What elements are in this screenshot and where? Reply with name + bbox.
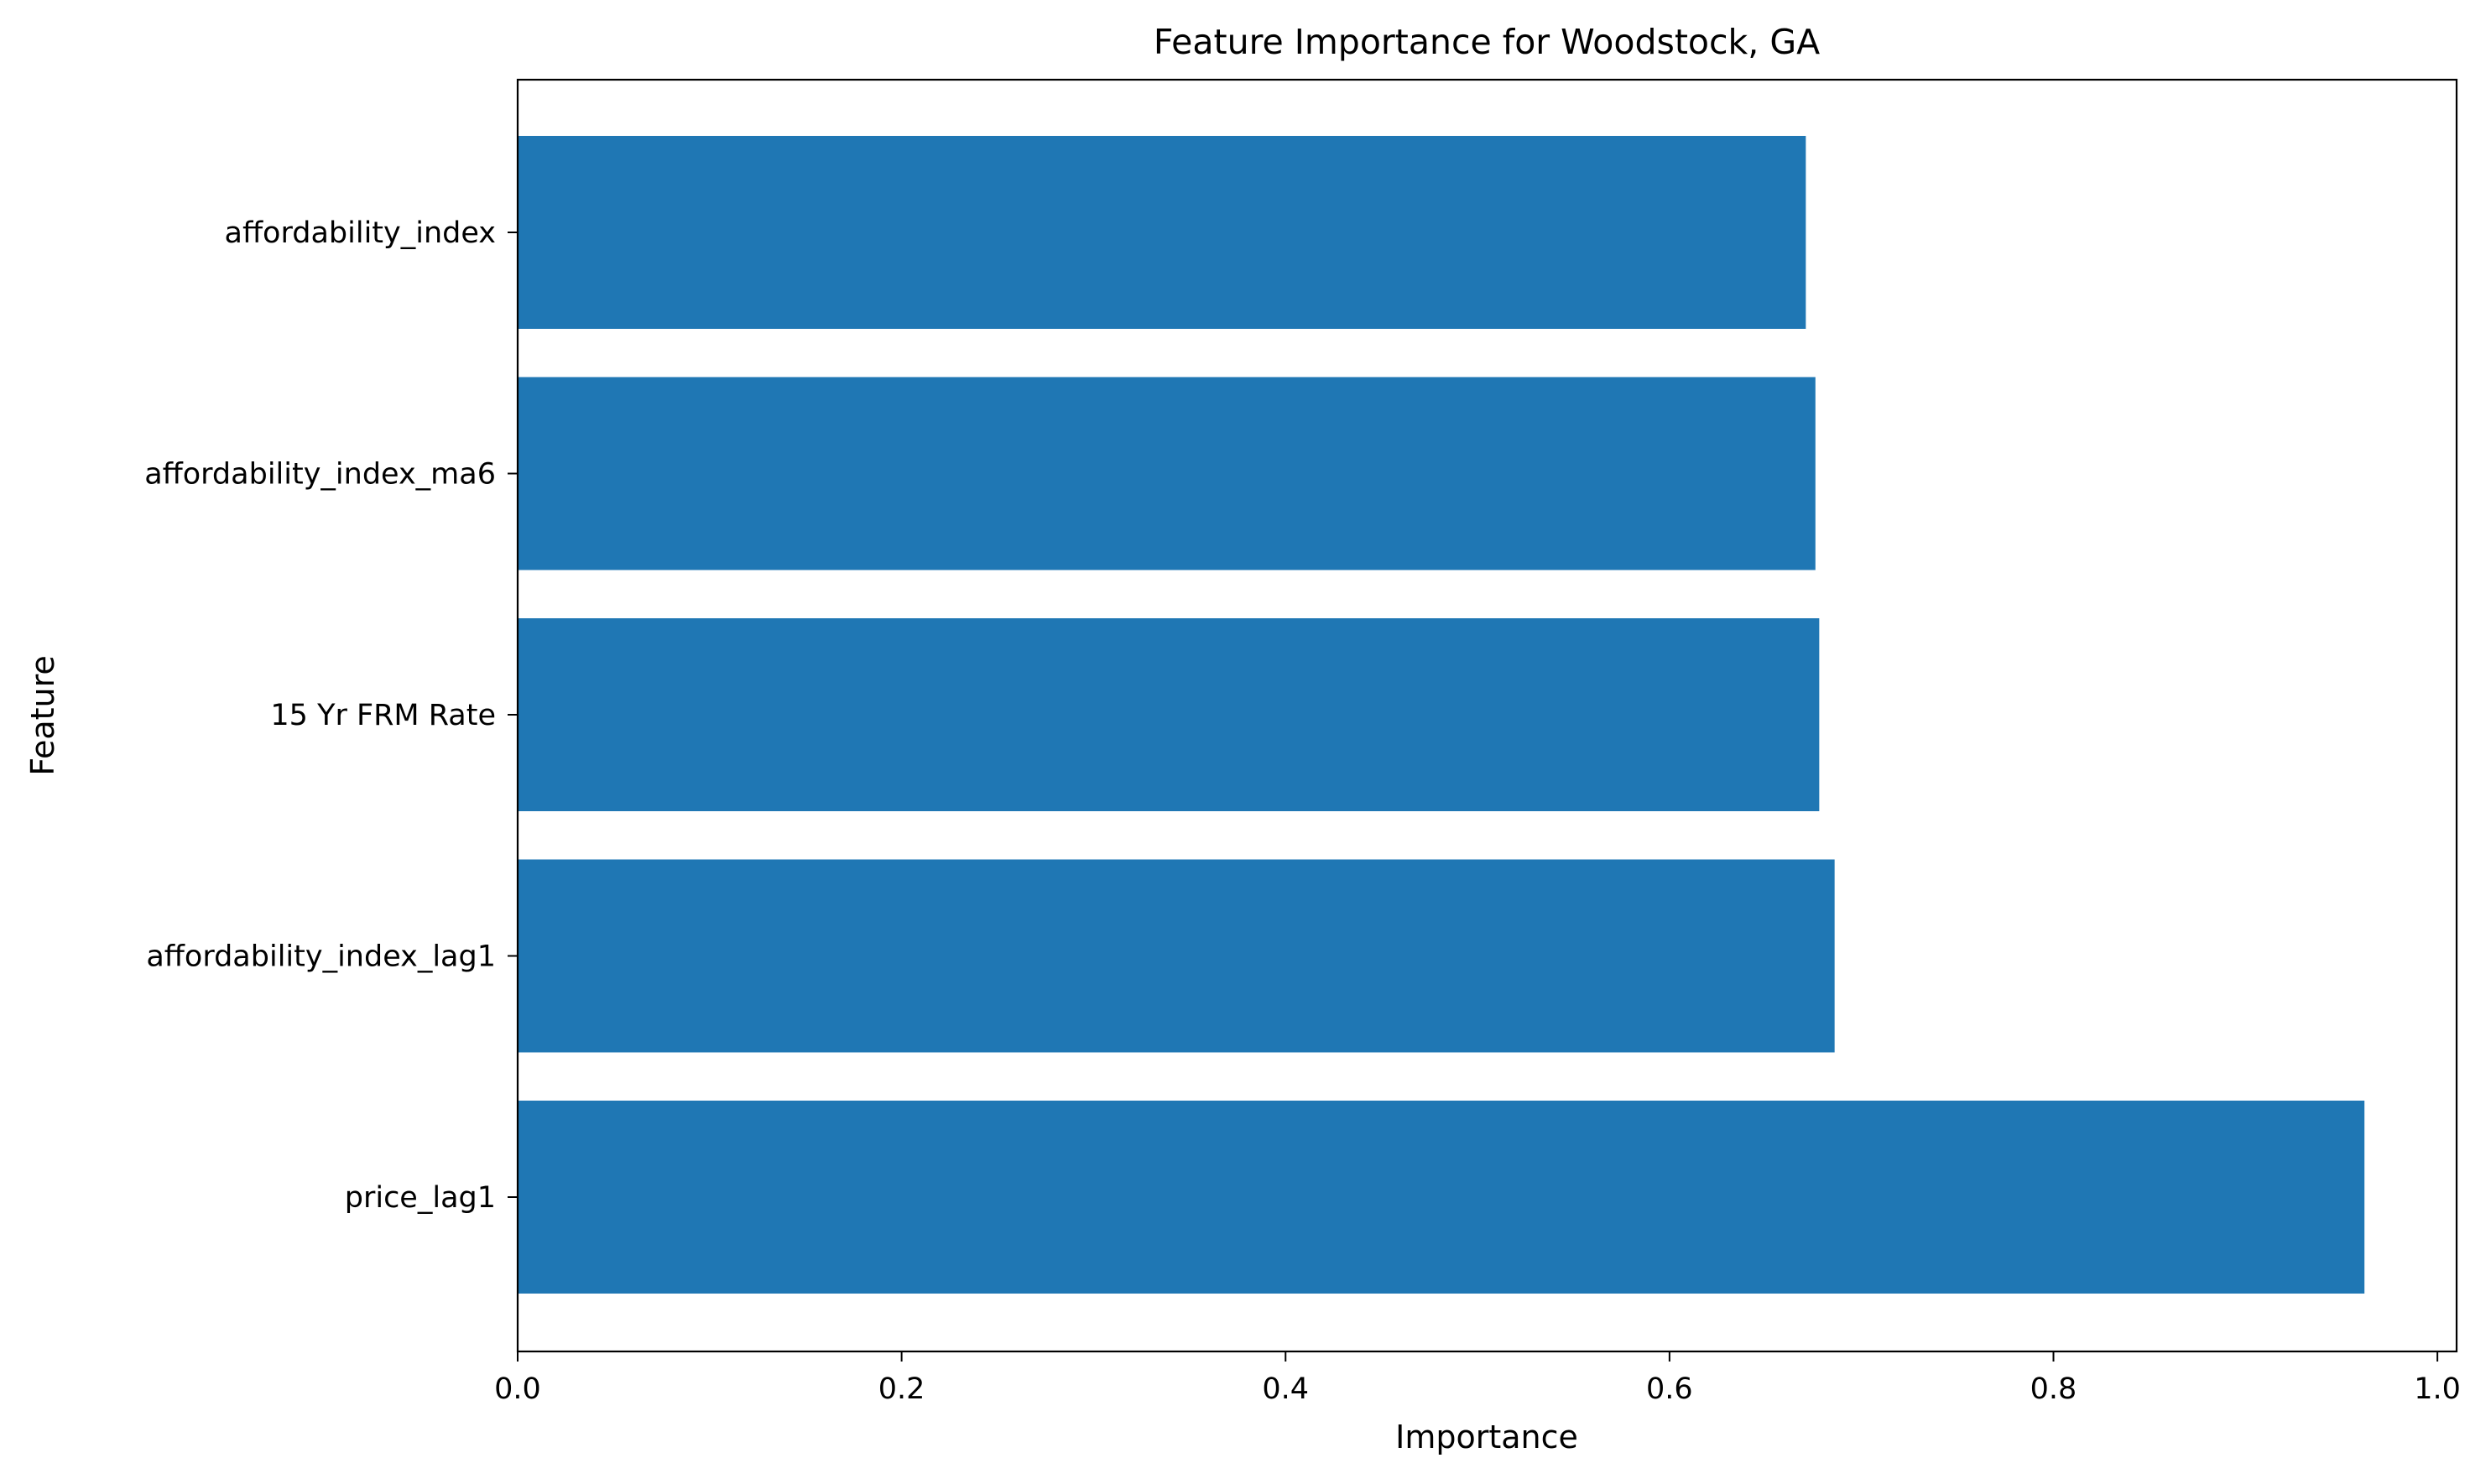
bar-3: [518, 859, 1835, 1053]
bars-group: [518, 136, 2365, 1294]
y-tick-label-3: affordability_index_lag1: [146, 940, 496, 974]
x-axis-ticks: 0.0 0.2 0.4 0.6 0.8 1.0: [494, 1351, 2461, 1406]
x-tick-label-1: 0.2: [878, 1372, 925, 1406]
x-tick-label-3: 0.6: [1646, 1372, 1693, 1406]
y-tick-label-2: 15 Yr FRM Rate: [270, 699, 496, 732]
x-tick-label-0: 0.0: [494, 1372, 541, 1406]
bar-0: [518, 136, 1806, 329]
bar-4: [518, 1101, 2365, 1294]
bar-2: [518, 618, 1820, 811]
y-tick-label-4: price_lag1: [345, 1181, 496, 1215]
y-tick-label-1: affordability_index_ma6: [144, 458, 496, 492]
x-tick-label-2: 0.4: [1262, 1372, 1309, 1406]
chart-title: Feature Importance for Woodstock, GA: [1154, 22, 1820, 62]
bar-1: [518, 377, 1816, 570]
x-tick-label-4: 0.8: [2030, 1372, 2077, 1406]
x-axis-label: Importance: [1395, 1419, 1578, 1455]
x-tick-label-5: 1.0: [2414, 1372, 2461, 1406]
y-tick-label-0: affordability_index: [225, 216, 497, 250]
y-axis-label: Feature: [24, 655, 61, 776]
y-axis-ticks: affordability_index affordability_index_m…: [144, 216, 518, 1215]
